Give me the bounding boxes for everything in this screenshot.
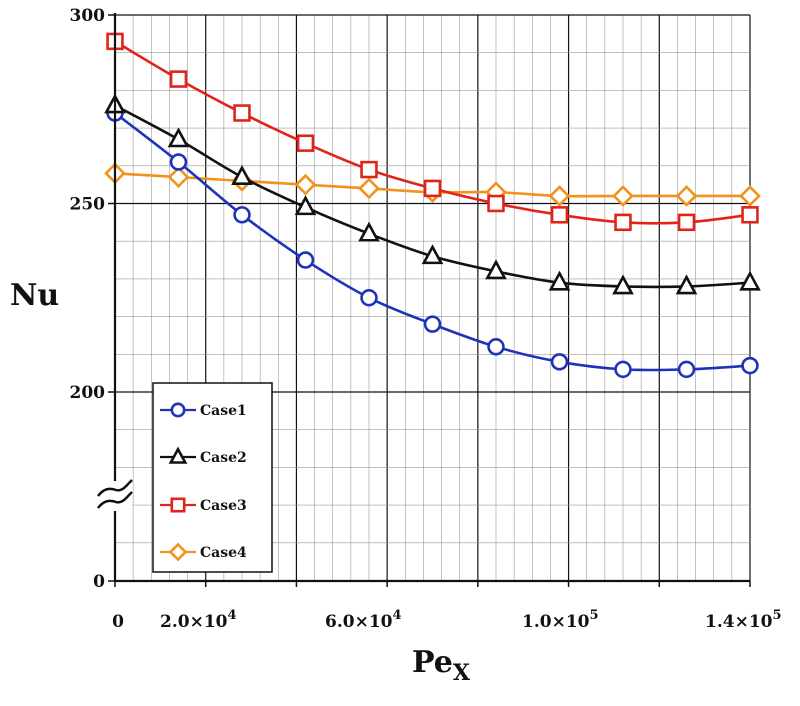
tick-labels: 0 200 250 300 0 2.0×104 6.0×104 1.0×105 1.4×105 — [70, 6, 782, 632]
data-point-square — [233, 104, 251, 122]
axis-break-stroke — [97, 479, 133, 497]
data-point-triangle — [675, 274, 698, 295]
axis-break-stroke — [97, 491, 133, 509]
data-point-square — [423, 179, 442, 198]
data-point-square — [170, 497, 186, 513]
data-point-diamond — [675, 185, 698, 207]
series-case2 — [104, 93, 761, 295]
data-point-circle — [550, 353, 569, 371]
data-point-triangle — [485, 259, 507, 280]
data-point-square — [169, 70, 188, 88]
data-point-circle — [741, 356, 759, 375]
x-tick-label: 6.0×104 — [325, 608, 402, 632]
data-point-square — [614, 213, 632, 232]
y-tick-label: 250 — [70, 195, 106, 215]
legend-entry-case4: Case4 — [160, 542, 247, 562]
data-point-diamond — [358, 177, 380, 200]
data-point-triangle — [612, 274, 634, 295]
series-case3 — [106, 32, 759, 232]
axes — [96, 13, 751, 587]
data-point-circle — [614, 360, 632, 379]
data-point-diamond — [612, 185, 634, 207]
data-point-square — [487, 194, 505, 213]
legend-label: Case2 — [200, 450, 247, 466]
x-axis-title-sub: X — [453, 660, 471, 686]
axis-break-symbol — [96, 479, 133, 511]
x-tick-label: 1.0×105 — [522, 608, 599, 632]
legend: Case1 Case2 Case3 Case4 — [152, 382, 273, 573]
data-point-circle — [169, 153, 188, 171]
x-axis-title-main: Pe — [412, 645, 453, 680]
legend-entry-case3: Case3 — [160, 497, 247, 514]
data-point-circle — [296, 251, 315, 269]
data-point-circle — [423, 315, 442, 333]
data-point-triangle — [421, 244, 444, 265]
data-point-square — [550, 206, 569, 224]
data-point-circle — [487, 338, 505, 356]
grid — [114, 14, 751, 581]
data-point-circle — [360, 289, 378, 307]
data-point-square — [296, 134, 315, 152]
x-tick-label: 0 — [112, 612, 124, 632]
data-point-diamond — [167, 166, 190, 188]
legend-label: Case3 — [200, 498, 247, 514]
data-point-triangle — [739, 270, 761, 291]
data-point-square — [677, 213, 696, 232]
data-point-triangle — [294, 195, 317, 216]
data-point-diamond — [294, 173, 317, 196]
data-point-triangle — [168, 446, 188, 464]
legend-label: Case4 — [200, 545, 247, 561]
data-point-triangle — [167, 127, 190, 148]
data-point-square — [360, 160, 378, 179]
data-point-circle — [677, 360, 696, 379]
x-axis-title: PeX — [412, 645, 471, 686]
series-layer — [104, 32, 761, 379]
legend-entry-case2: Case2 — [160, 446, 247, 466]
data-point-circle — [170, 402, 186, 418]
data-point-diamond — [739, 185, 761, 207]
data-point-triangle — [231, 165, 253, 186]
data-point-diamond — [548, 185, 571, 207]
data-point-triangle — [548, 270, 571, 291]
legend-label: Case1 — [200, 403, 247, 419]
legend-entry-case1: Case1 — [160, 402, 247, 419]
data-point-circle — [233, 206, 251, 224]
data-point-square — [741, 206, 759, 224]
data-point-diamond — [168, 542, 188, 562]
x-tick-label: 1.4×105 — [705, 608, 782, 632]
y-tick-label: 200 — [70, 383, 106, 403]
y-tick-label: 300 — [70, 6, 106, 26]
data-point-triangle — [358, 221, 380, 242]
x-tick-label: 2.0×104 — [160, 608, 237, 632]
y-axis-title: Nu — [10, 278, 59, 313]
y-tick-label: 0 — [93, 572, 105, 592]
